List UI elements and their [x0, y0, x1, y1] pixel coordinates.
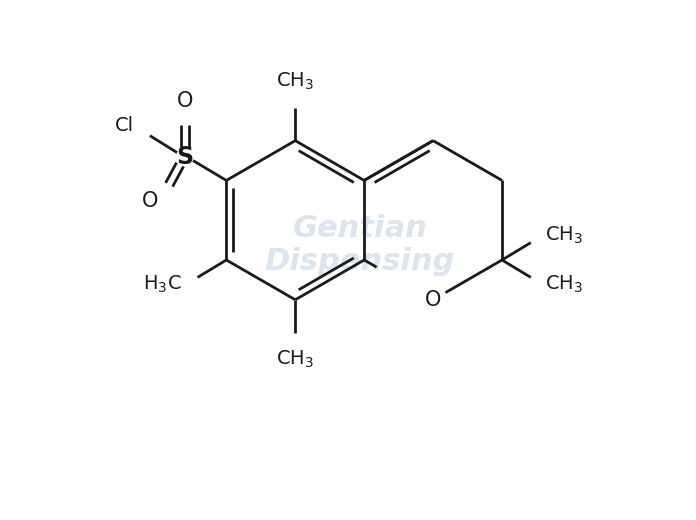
Text: Gentian
Dispensing: Gentian Dispensing [264, 214, 455, 277]
Text: Cl: Cl [115, 116, 134, 135]
Text: CH$_3$: CH$_3$ [545, 274, 583, 295]
Text: O: O [425, 290, 441, 310]
Text: H$_3$C: H$_3$C [143, 274, 182, 295]
Text: CH$_3$: CH$_3$ [545, 225, 583, 246]
Text: O: O [177, 91, 193, 111]
Text: O: O [142, 191, 159, 211]
Text: CH$_3$: CH$_3$ [276, 348, 315, 370]
Text: CH$_3$: CH$_3$ [276, 71, 315, 92]
Text: S: S [177, 145, 193, 168]
